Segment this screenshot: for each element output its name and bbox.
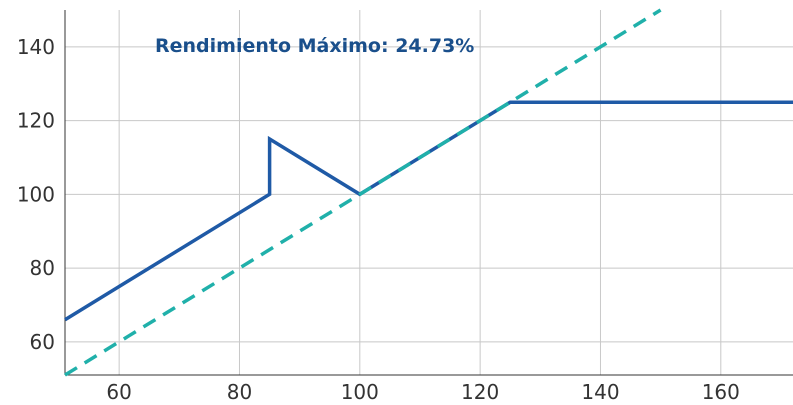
y-tick-label: 140	[17, 35, 55, 59]
x-tick-label: 100	[341, 380, 379, 404]
y-tick-label: 120	[17, 109, 55, 133]
axes	[64, 10, 793, 376]
y-tick-label: 80	[30, 256, 55, 280]
x-tick-label: 80	[227, 380, 252, 404]
payoff-line	[64, 100, 793, 322]
max-return-annotation: Rendimiento Máximo: 24.73%	[155, 35, 474, 57]
y-tick-label: 60	[30, 330, 55, 354]
y-tick-label: 100	[17, 182, 55, 206]
series	[64, 8, 793, 377]
x-tick-label: 160	[702, 380, 740, 404]
tick-labels: 60 80 100 120 140 160 60 80 100 120 140	[17, 35, 740, 404]
x-tick-label: 120	[461, 380, 499, 404]
grid	[65, 10, 793, 375]
x-tick-label: 60	[106, 380, 131, 404]
reference-line-dashed	[64, 8, 662, 377]
x-tick-label: 140	[581, 380, 619, 404]
